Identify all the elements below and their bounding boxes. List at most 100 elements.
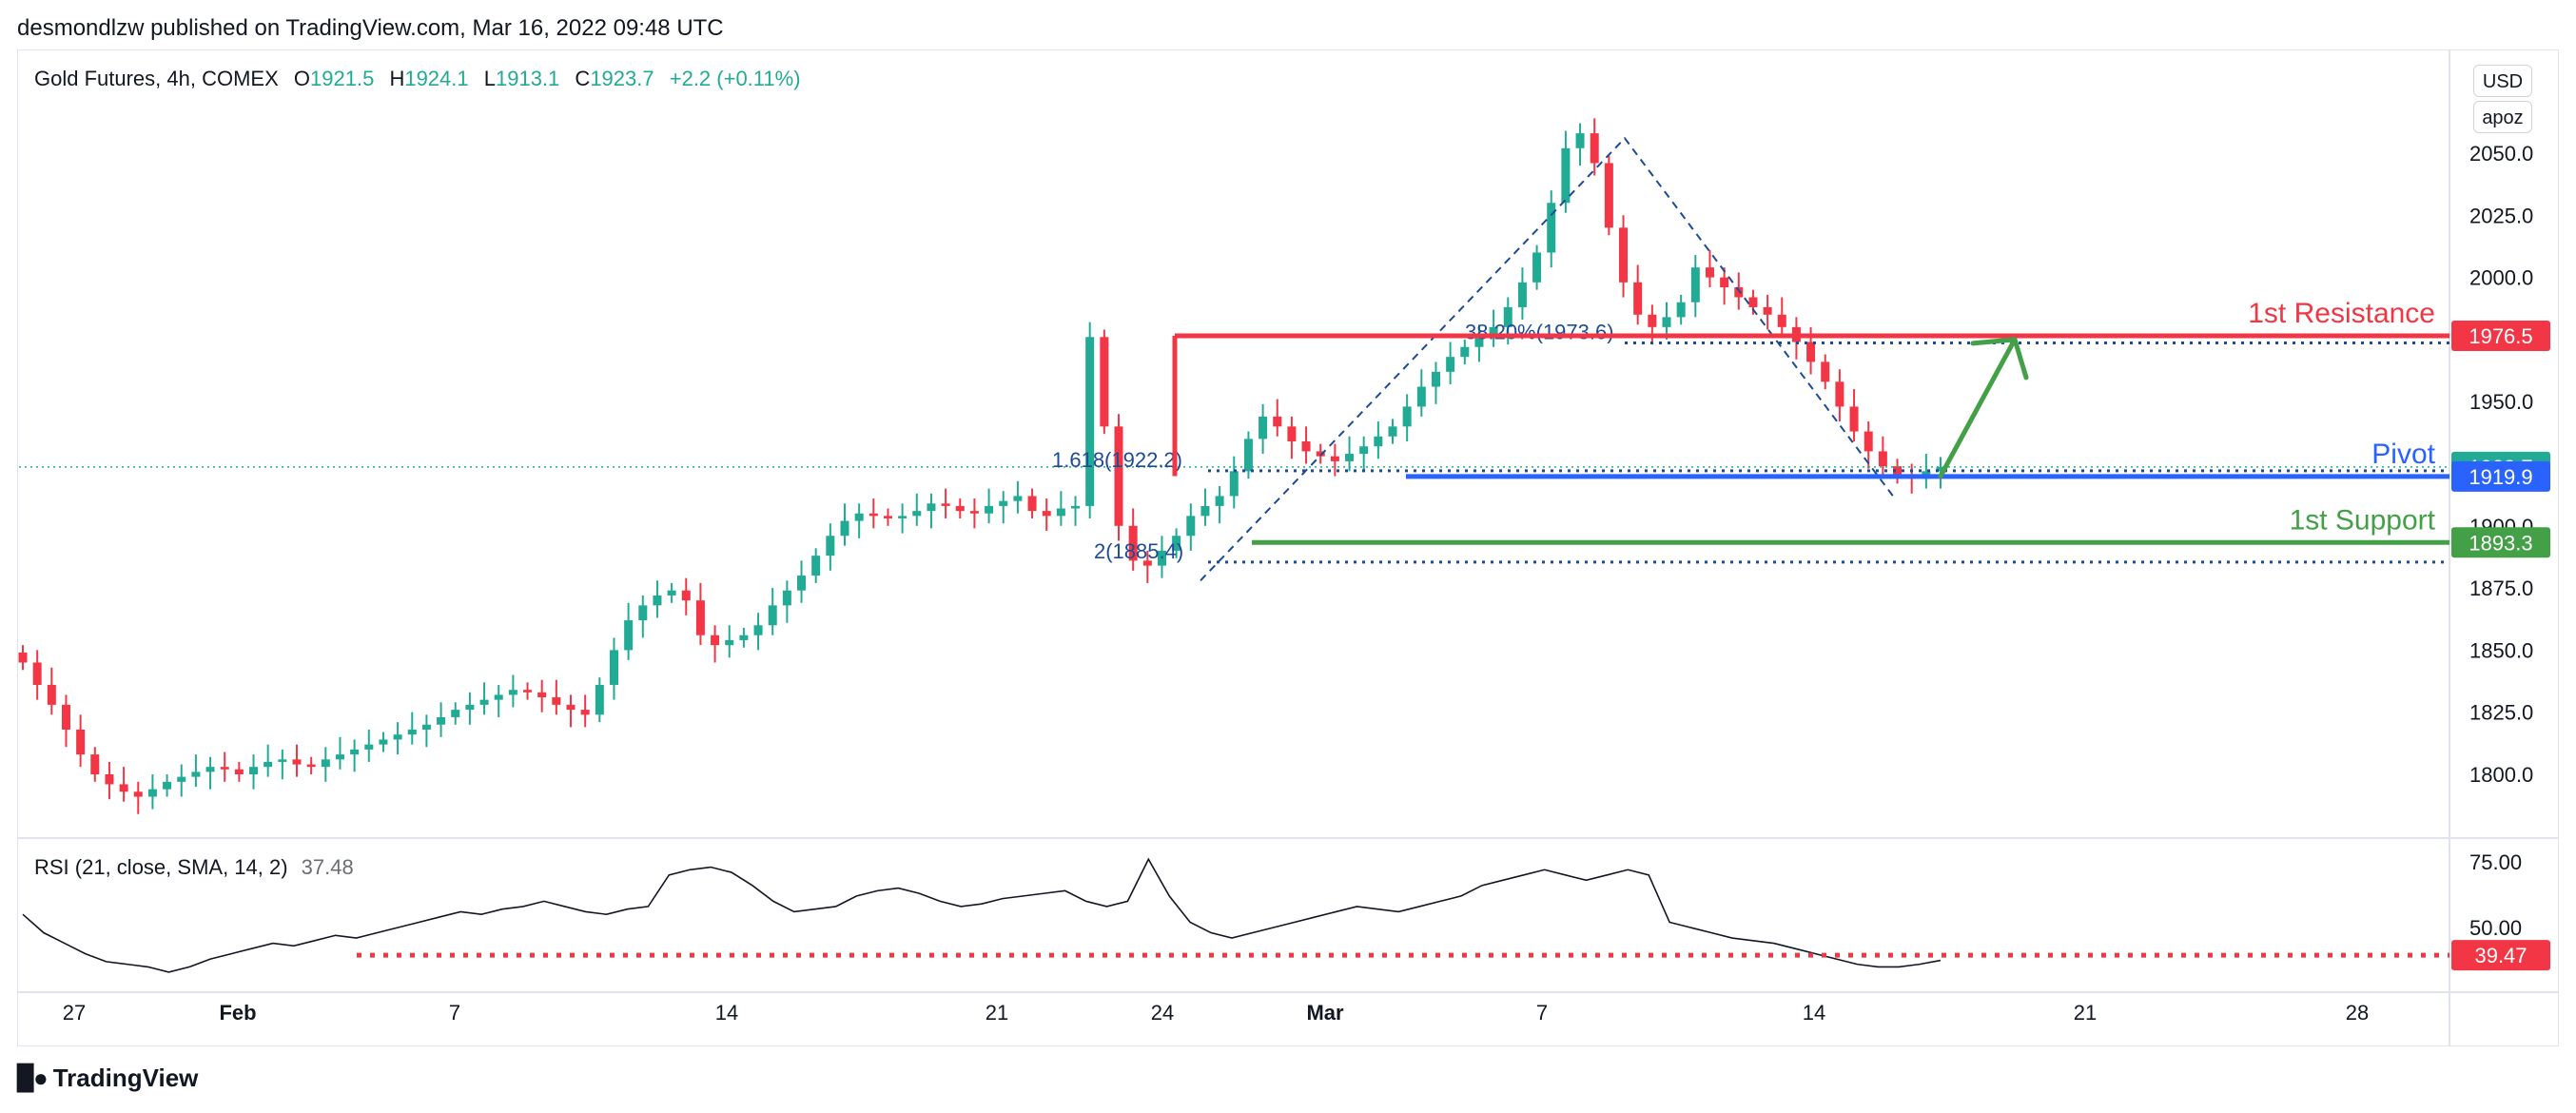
candle-body — [927, 503, 936, 512]
candle-body — [1142, 560, 1152, 566]
date-tick-label: 24 — [1151, 1001, 1174, 1025]
price-tick-label: 1875.0 — [2469, 576, 2533, 600]
high-value: 1924.1 — [404, 67, 469, 90]
candle-body — [912, 511, 922, 517]
candle-body — [941, 503, 950, 506]
date-tick-label: 28 — [2346, 1001, 2369, 1025]
candle-body — [1215, 496, 1224, 506]
candle-body — [1648, 314, 1657, 327]
currency-button[interactable]: USD — [2473, 65, 2532, 97]
candle-body — [1806, 342, 1816, 362]
candle-body — [1013, 496, 1023, 501]
projection-arrow — [1938, 337, 2018, 479]
candle-body — [1056, 508, 1065, 517]
date-tick-label: 14 — [1803, 1001, 1825, 1025]
candle-body — [566, 704, 576, 711]
candle-body — [479, 699, 489, 705]
symbol-name[interactable]: Gold Futures, 4h, COMEX — [34, 67, 279, 90]
rsi-title: RSI (21, close, SMA, 14, 2) — [34, 855, 288, 879]
candle-body — [1878, 451, 1887, 467]
candle-body — [1071, 505, 1081, 509]
candle-body — [18, 653, 28, 663]
tradingview-logo-icon: ▉● — [17, 1064, 49, 1092]
candle-body — [1748, 297, 1758, 307]
candle-body — [753, 625, 763, 635]
date-tick-label: 27 — [63, 1001, 86, 1025]
change-value: +2.2 (+0.11%) — [669, 67, 801, 90]
candle-body — [292, 759, 302, 765]
date-tick-label: 7 — [1536, 1001, 1548, 1025]
pivot-price-tag-bg — [2451, 460, 2550, 492]
candle-body — [1446, 357, 1455, 372]
candle-body — [768, 605, 777, 626]
candle-body — [1085, 337, 1095, 506]
open-value: 1921.5 — [310, 67, 375, 90]
candle-body — [364, 744, 374, 750]
candle-body — [811, 556, 821, 576]
tradingview-logo-text: TradingView — [52, 1064, 199, 1092]
candle-body — [1763, 306, 1772, 315]
candle-body — [1590, 133, 1599, 164]
high-label: H — [389, 67, 405, 90]
scale-mode-button[interactable]: apoz — [2473, 101, 2532, 133]
candle-body — [1186, 516, 1196, 537]
support-price-tag-bg — [2451, 527, 2550, 558]
date-tick-label: 14 — [715, 1001, 738, 1025]
rsi-threshold-tag-bg — [2451, 940, 2550, 971]
candle-body — [1532, 252, 1542, 283]
candle-body — [999, 500, 1008, 506]
close-label: C — [575, 67, 591, 90]
candle-body — [1734, 287, 1744, 298]
symbol-legend[interactable]: Gold Futures, 4h, COMEX O1921.5 H1924.1 … — [34, 67, 801, 91]
candle-body — [552, 697, 561, 705]
candle-body — [1042, 511, 1051, 517]
candle-body — [451, 710, 460, 717]
candle-body — [580, 710, 590, 715]
candle-body — [1517, 282, 1527, 307]
candle-body — [220, 767, 229, 770]
candle-body — [437, 716, 446, 725]
candle-body — [1259, 416, 1268, 439]
candle-body — [1575, 133, 1585, 148]
candle-body — [393, 734, 402, 740]
candle-body — [840, 520, 849, 537]
candle-body — [1474, 337, 1484, 347]
candle-body — [1547, 203, 1556, 253]
projection-arrow-head — [1970, 337, 2029, 381]
rsi-legend[interactable]: RSI (21, close, SMA, 14, 2) 37.48 — [34, 855, 354, 880]
date-tick-label: Feb — [219, 1001, 256, 1025]
candle-body — [1172, 536, 1181, 551]
candle-body — [1114, 426, 1123, 526]
candle-body — [1273, 416, 1282, 427]
price-tick-label: 1850.0 — [2469, 638, 2533, 662]
candle-body — [90, 754, 100, 774]
candle-body — [321, 759, 330, 768]
candle-body — [1893, 466, 1903, 477]
price-tick-label: 2025.0 — [2469, 204, 2533, 227]
candle-body — [883, 516, 892, 518]
candle-body — [1100, 337, 1109, 427]
candle-body — [1720, 277, 1729, 288]
support-annotation: 1st Support — [2290, 504, 2436, 536]
date-tick-label: 7 — [449, 1001, 460, 1025]
candle-body — [1690, 267, 1700, 303]
price-tick-label: 1950.0 — [2469, 390, 2533, 414]
rsi-tick-label: 75.00 — [2469, 850, 2522, 874]
candle-body — [1374, 436, 1383, 447]
candle-body — [1936, 466, 1945, 472]
price-tick-label: 1825.0 — [2469, 701, 2533, 725]
date-tick-label: Mar — [1306, 1001, 1344, 1025]
fib-label-382: 38.20%(1973.6) — [1465, 321, 1614, 344]
open-label: O — [293, 67, 311, 90]
price-tick-label: 1800.0 — [2469, 763, 2533, 787]
candle-body — [638, 605, 648, 621]
candle-body — [494, 694, 503, 700]
rsi-threshold-tag: 39.47 — [2474, 944, 2527, 967]
tradingview-logo[interactable]: ▉● TradingView — [17, 1064, 198, 1093]
candle-body — [681, 590, 691, 601]
candle-body — [1676, 302, 1686, 318]
candle-body — [47, 684, 56, 705]
candle-body — [1359, 446, 1369, 455]
fib-label-1618: 1.618(1922.2) — [1052, 448, 1182, 472]
